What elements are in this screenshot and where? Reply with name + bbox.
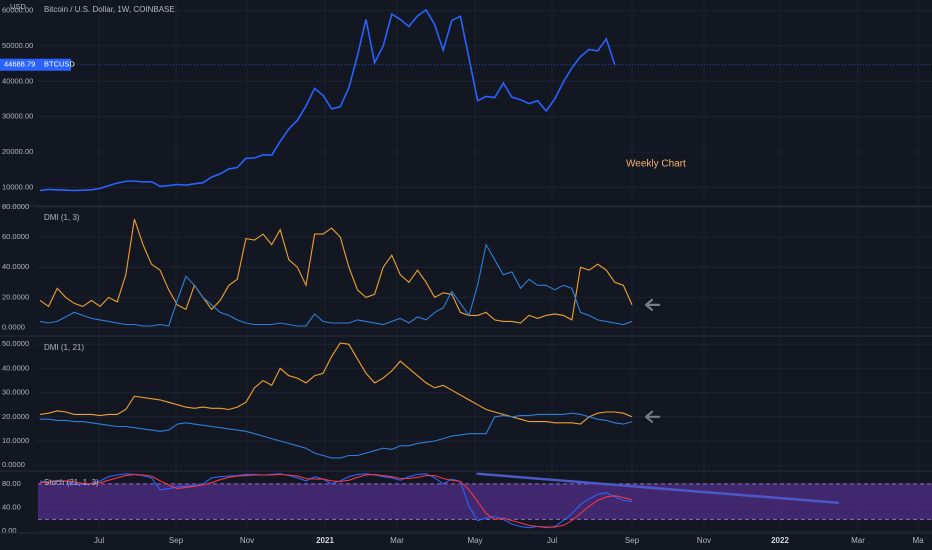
y-tick-label: 10000.00: [2, 182, 33, 191]
y-tick-label: 80.00: [2, 479, 21, 488]
y-tick-label: 40.00: [2, 503, 21, 512]
x-tick-label: Ma: [912, 536, 924, 545]
indicator-title: DMI (1, 21): [44, 343, 84, 352]
x-tick-label: Jul: [94, 536, 104, 545]
currency-label: USD: [10, 2, 26, 11]
series-line--di: [39, 342, 633, 425]
x-tick-label: Mar: [390, 536, 404, 545]
x-tick-label: 2021: [316, 536, 334, 545]
weekly-chart-annotation: Weekly Chart: [626, 159, 686, 170]
y-tick-label: 0.0000: [2, 460, 25, 469]
x-axis-bar: [0, 533, 932, 550]
y-tick-label: 40.0000: [2, 363, 29, 372]
y-tick-label: 20000.00: [2, 147, 33, 156]
y-tick-label: 80.0000: [2, 202, 29, 211]
series-line--di: [39, 218, 633, 324]
price-badge-symbol: BTCUSD: [44, 60, 75, 69]
y-tick-label: 30.0000: [2, 388, 29, 397]
x-tick-label: Nov: [240, 536, 254, 545]
x-tick-label: Mar: [851, 536, 865, 545]
y-tick-label: 50.0000: [2, 339, 29, 348]
arrow-left-icon: [644, 298, 661, 311]
y-tick-label: 0.0000: [2, 322, 25, 331]
y-tick-label: 40.0000: [2, 262, 29, 271]
x-tick-label: Sep: [169, 536, 184, 545]
x-tick-label: Sep: [625, 536, 640, 545]
x-tick-label: 2022: [771, 536, 789, 545]
series-line--di: [40, 412, 633, 459]
y-tick-label: 20.0000: [2, 292, 29, 301]
arrow-left-icon: [644, 410, 661, 423]
y-tick-label: 10.0000: [2, 436, 29, 445]
series-line--di: [39, 243, 633, 327]
series-line--d: [39, 473, 633, 528]
trendline[interactable]: [476, 472, 840, 505]
series-line-btcusd: [39, 8, 616, 192]
y-tick-label: 60000.00: [2, 6, 33, 15]
x-tick-label: May: [467, 536, 482, 545]
y-tick-label: 0.00: [2, 526, 17, 535]
y-tick-label: 20.0000: [2, 412, 29, 421]
symbol-title: Bitcoin / U.S. Dollar, 1W, COINBASE: [44, 5, 175, 14]
indicator-title: Stoch (21, 1, 3): [44, 478, 99, 487]
y-tick-label: 40000.00: [2, 76, 33, 85]
x-tick-label: Nov: [697, 536, 711, 545]
price-badge-value: 44688.79: [4, 60, 35, 69]
x-tick-label: Jul: [547, 536, 557, 545]
y-tick-label: 30000.00: [2, 112, 33, 121]
price-badge: [0, 58, 71, 71]
y-tick-label: 60.0000: [2, 232, 29, 241]
stoch-band: [38, 483, 932, 520]
y-tick-label: 50000.00: [2, 41, 33, 50]
indicator-title: DMI (1, 3): [44, 213, 80, 222]
